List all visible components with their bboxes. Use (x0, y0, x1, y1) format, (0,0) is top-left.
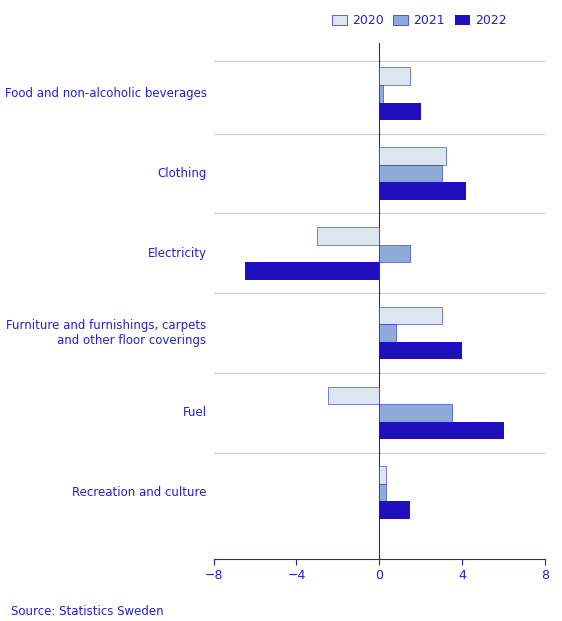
Bar (379, 68, 410, 85)
Bar (328, 386, 379, 404)
Bar (379, 245, 410, 262)
Bar (379, 324, 396, 342)
Bar (379, 165, 442, 183)
Bar (379, 147, 446, 165)
Bar (379, 404, 452, 422)
Bar (379, 484, 386, 501)
Bar (379, 85, 383, 102)
Bar (244, 262, 379, 279)
Bar (379, 307, 442, 324)
Text: Source: Statistics Sweden: Source: Statistics Sweden (11, 605, 164, 618)
Bar (379, 342, 462, 360)
Legend: 2020, 2021, 2022: 2020, 2021, 2022 (327, 9, 511, 32)
Bar (379, 183, 466, 200)
Bar (379, 102, 421, 120)
Bar (379, 501, 410, 519)
Bar (317, 227, 379, 245)
Bar (379, 422, 504, 439)
Bar (379, 466, 386, 484)
